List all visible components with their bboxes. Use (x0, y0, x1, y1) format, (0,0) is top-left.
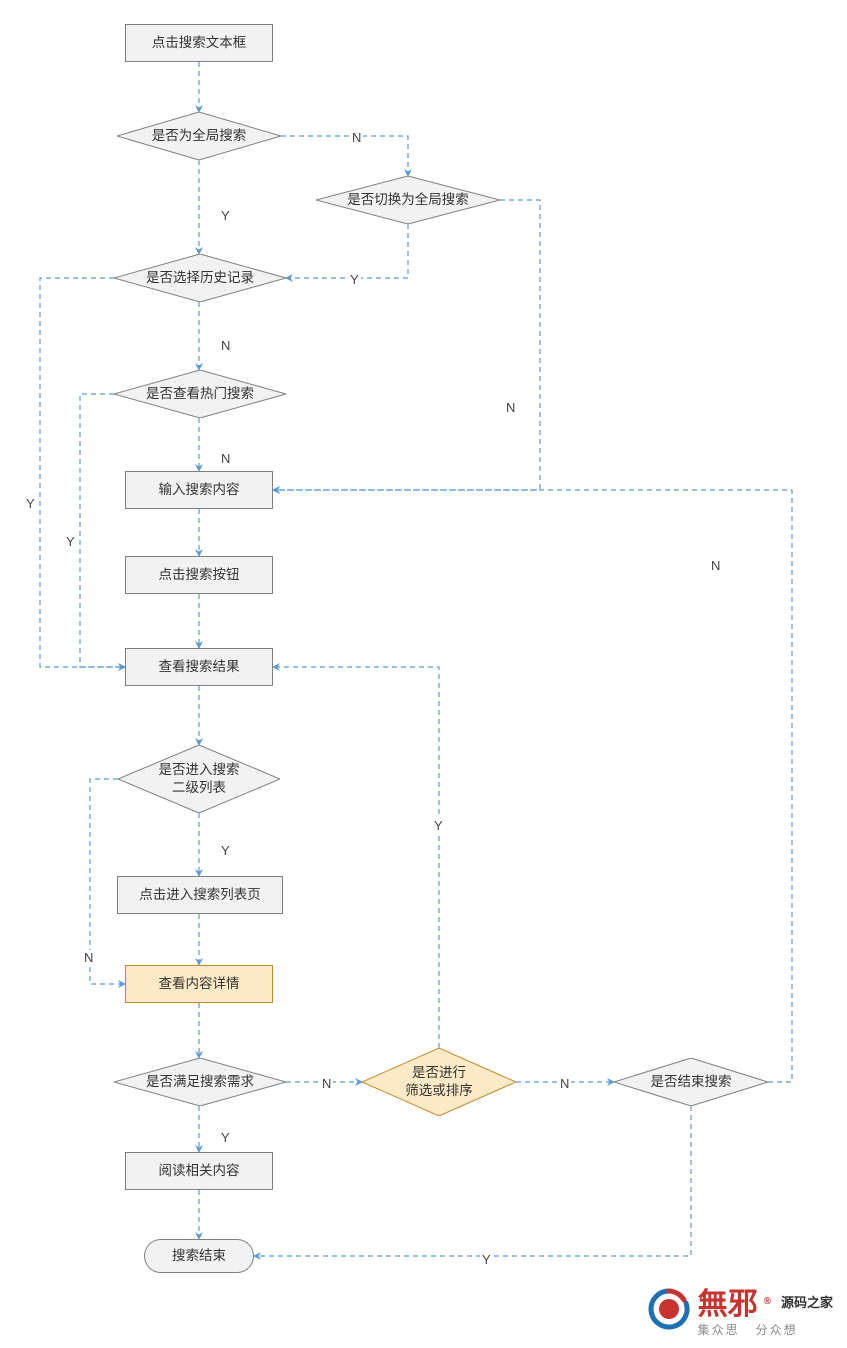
edge-label-d3-d4: N (219, 338, 232, 353)
node-label-d1: 是否为全局搜索 (134, 127, 265, 145)
node-n7: 阅读相关内容 (125, 1152, 273, 1190)
node-d1: 是否为全局搜索 (117, 112, 281, 160)
node-d7: 是否进行筛选或排序 (362, 1048, 516, 1116)
node-d2: 是否切换为全局搜索 (316, 176, 500, 224)
watermark: 無邪 ® 源码之家 集众思 分众想 (648, 1279, 833, 1338)
node-n3: 点击搜索按钮 (125, 556, 273, 594)
edge-label-d2-n2: N (504, 400, 517, 415)
node-label-d3: 是否选择历史记录 (128, 269, 272, 287)
node-label-d7: 是否进行筛选或排序 (387, 1064, 491, 1099)
node-d5: 是否进入搜索二级列表 (118, 745, 280, 813)
flowchart-canvas: 点击搜索文本框是否为全局搜索是否切换为全局搜索是否选择历史记录是否查看热门搜索输… (0, 0, 847, 1348)
edge-d8-n8 (254, 1106, 691, 1256)
node-d3: 是否选择历史记录 (114, 254, 286, 302)
edge-label-d5-n6: N (82, 950, 95, 965)
node-label-d4: 是否查看热门搜索 (128, 385, 272, 403)
edge-d7-n4 (273, 667, 439, 1048)
edge-d8-n2 (273, 490, 792, 1082)
node-label-d5: 是否进入搜索二级列表 (141, 761, 258, 796)
edge-d2-d3 (286, 224, 408, 278)
node-n6: 查看内容详情 (125, 965, 273, 1003)
edge-label-d3-n4: Y (24, 496, 37, 511)
watermark-brand: 無邪 (698, 1279, 758, 1323)
edge-label-d4-n2: N (219, 451, 232, 466)
node-n4: 查看搜索结果 (125, 648, 273, 686)
watermark-site-name: 源码之家 (781, 1292, 833, 1311)
edge-label-d8-n8: Y (480, 1252, 493, 1267)
node-label-d8: 是否结束搜索 (633, 1073, 750, 1091)
edge-label-d6-n7: Y (219, 1130, 232, 1145)
edge-d3-n4 (40, 278, 125, 667)
watermark-slogan: 集众思 分众想 (698, 1321, 798, 1338)
node-label-d2: 是否切换为全局搜索 (329, 191, 487, 209)
edge-label-d4-n4: Y (64, 534, 77, 549)
edge-d4-n4 (80, 394, 125, 667)
node-label-d6: 是否满足搜索需求 (128, 1073, 272, 1091)
edge-label-d5-n5: Y (219, 843, 232, 858)
edge-label-d1-d3: Y (219, 208, 232, 223)
edge-label-d6-d7: N (320, 1076, 333, 1091)
edge-d2-n2 (273, 200, 540, 490)
node-d8: 是否结束搜索 (614, 1058, 768, 1106)
node-n1: 点击搜索文本框 (125, 24, 273, 62)
edge-d1-d2 (281, 136, 408, 176)
node-d6: 是否满足搜索需求 (114, 1058, 286, 1106)
node-n5: 点击进入搜索列表页 (117, 876, 283, 914)
node-n8: 搜索结束 (144, 1239, 254, 1273)
edge-label-d1-d2: N (350, 130, 363, 145)
edge-label-d2-d3: Y (348, 272, 361, 287)
edge-label-d7-d8: N (558, 1076, 571, 1091)
watermark-reg: ® (764, 1296, 771, 1307)
edge-label-d7-n4: Y (432, 818, 445, 833)
edge-label-d8-n2: N (709, 558, 722, 573)
watermark-logo-icon (648, 1288, 690, 1330)
node-n2: 输入搜索内容 (125, 471, 273, 509)
node-d4: 是否查看热门搜索 (114, 370, 286, 418)
